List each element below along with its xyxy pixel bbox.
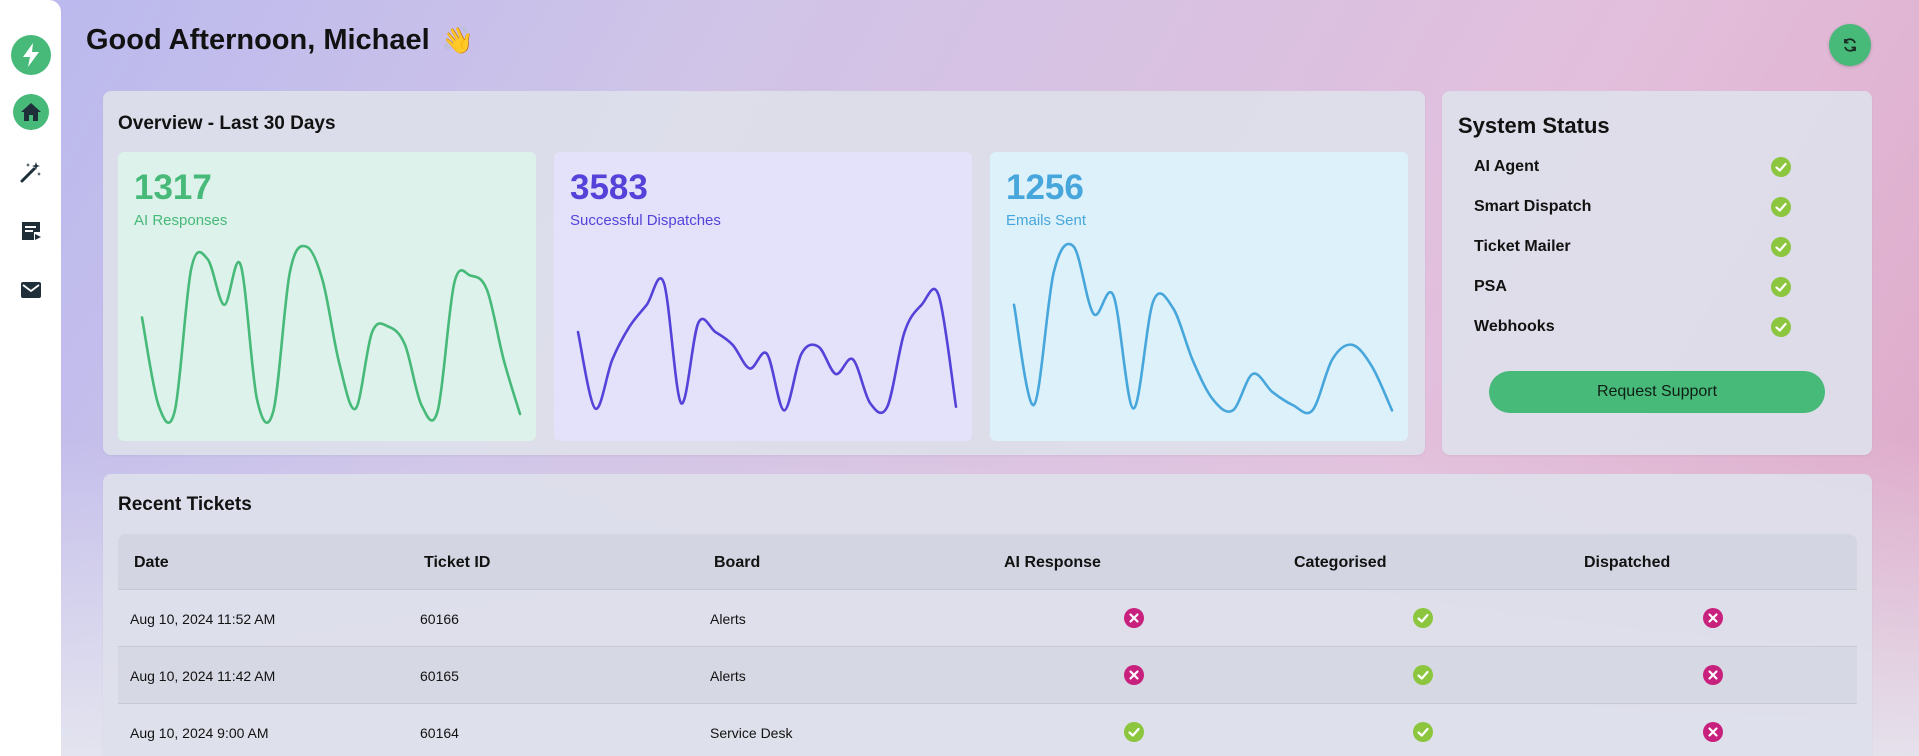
- status-indicator: [1771, 157, 1791, 182]
- sidebar-item-home[interactable]: [12, 94, 49, 130]
- column-header[interactable]: Ticket ID: [424, 554, 491, 571]
- status-indicator: [1771, 277, 1791, 302]
- cell-dispatched: [1703, 665, 1723, 690]
- cell-ai-response: [1124, 722, 1144, 747]
- series-line: [576, 277, 958, 415]
- cell-ticket-id[interactable]: 60164: [420, 725, 459, 741]
- check-circle-icon: [1413, 722, 1433, 742]
- status-indicator: [1771, 237, 1791, 262]
- ai-responses-chart: [140, 244, 522, 425]
- recent-tickets-title: Recent Tickets: [118, 494, 252, 515]
- cell-date: Aug 10, 2024 9:00 AM: [130, 725, 269, 741]
- column-header[interactable]: Categorised: [1294, 554, 1387, 571]
- sidebar: [0, 0, 61, 756]
- cell-ticket-id[interactable]: 60166: [420, 611, 459, 627]
- status-label: AI Agent: [1474, 158, 1540, 175]
- stat-card-ai-responses: 1317 AI Responses: [118, 152, 536, 441]
- refresh-button[interactable]: [1829, 24, 1871, 66]
- stat-label: Successful Dispatches: [570, 212, 721, 229]
- status-row: Ticket Mailer: [1474, 235, 1794, 259]
- series-line: [140, 244, 522, 425]
- column-header[interactable]: AI Response: [1004, 554, 1101, 571]
- check-circle-icon: [1771, 317, 1791, 337]
- ticket-list-icon: [21, 222, 41, 240]
- cell-categorised: [1413, 722, 1433, 747]
- emails-chart: [1012, 242, 1394, 415]
- cell-date: Aug 10, 2024 11:42 AM: [130, 668, 276, 684]
- greeting-text: Good Afternoon, Michael: [86, 24, 430, 56]
- column-header[interactable]: Date: [134, 554, 169, 571]
- status-label: Smart Dispatch: [1474, 198, 1592, 215]
- column-header[interactable]: Board: [714, 554, 761, 571]
- cell-dispatched: [1703, 722, 1723, 747]
- cell-ai-response: [1124, 665, 1144, 690]
- x-circle-icon: [1703, 608, 1723, 628]
- status-label: Webhooks: [1474, 318, 1555, 335]
- series-line: [1012, 242, 1394, 415]
- dispatches-chart: [576, 277, 958, 415]
- x-circle-icon: [1124, 608, 1144, 628]
- sidebar-item-magic[interactable]: [13, 154, 49, 190]
- home-icon: [20, 103, 41, 121]
- table-row[interactable]: Aug 10, 2024 11:42 AM 60165 Alerts: [118, 647, 1857, 704]
- sidebar-item-tickets[interactable]: [13, 213, 49, 249]
- cell-ai-response: [1124, 608, 1144, 633]
- sidebar-item-mail[interactable]: [13, 272, 49, 308]
- status-row: Smart Dispatch: [1474, 195, 1794, 219]
- check-circle-icon: [1413, 608, 1433, 628]
- system-status-title: System Status: [1458, 113, 1610, 138]
- recent-tickets-panel: Recent Tickets Date Ticket ID Board AI R…: [103, 474, 1872, 756]
- stat-value: 1317: [134, 168, 212, 207]
- status-row: PSA: [1474, 275, 1794, 299]
- status-row: Webhooks: [1474, 315, 1794, 339]
- wave-emoji: 👋: [441, 25, 475, 55]
- check-circle-icon: [1413, 665, 1433, 685]
- stat-label: Emails Sent: [1006, 212, 1087, 229]
- cell-categorised: [1413, 608, 1433, 633]
- check-circle-icon: [1771, 197, 1791, 217]
- check-circle-icon: [1771, 157, 1791, 177]
- x-circle-icon: [1124, 665, 1144, 685]
- bolt-logo-icon[interactable]: [10, 35, 51, 75]
- refresh-icon: [1844, 38, 1856, 52]
- request-support-button[interactable]: Request Support: [1489, 371, 1825, 413]
- check-circle-icon: [1771, 237, 1791, 257]
- stat-label: AI Responses: [134, 212, 228, 229]
- x-circle-icon: [1703, 722, 1723, 742]
- column-header[interactable]: Dispatched: [1584, 554, 1671, 571]
- cell-categorised: [1413, 665, 1433, 690]
- stat-card-dispatches: 3583 Successful Dispatches: [554, 152, 972, 441]
- overview-panel: Overview - Last 30 Days 1317 AI Response…: [103, 91, 1425, 455]
- stat-value: 1256: [1006, 168, 1084, 207]
- cell-board: Alerts: [710, 611, 746, 627]
- status-label: PSA: [1474, 278, 1507, 295]
- tickets-table: Date Ticket ID Board AI Response Categor…: [118, 534, 1857, 756]
- cell-board: Service Desk: [710, 725, 793, 741]
- table-header: Date Ticket ID Board AI Response Categor…: [118, 534, 1857, 590]
- cell-ticket-id[interactable]: 60165: [420, 668, 459, 684]
- mail-icon: [20, 282, 41, 298]
- status-indicator: [1771, 317, 1791, 342]
- x-circle-icon: [1703, 665, 1723, 685]
- table-row[interactable]: Aug 10, 2024 9:00 AM 60164 Service Desk: [118, 704, 1857, 756]
- stat-value: 3583: [570, 168, 648, 207]
- cell-board: Alerts: [710, 668, 746, 684]
- stat-card-emails: 1256 Emails Sent: [990, 152, 1408, 441]
- page-title: Good Afternoon, Michael 👋: [86, 24, 474, 57]
- overview-title: Overview - Last 30 Days: [118, 113, 336, 134]
- table-row[interactable]: Aug 10, 2024 11:52 AM 60166 Alerts: [118, 590, 1857, 647]
- status-label: Ticket Mailer: [1474, 238, 1571, 255]
- cell-date: Aug 10, 2024 11:52 AM: [130, 611, 276, 627]
- status-indicator: [1771, 197, 1791, 222]
- status-row: AI Agent: [1474, 155, 1794, 179]
- check-circle-icon: [1124, 722, 1144, 742]
- magic-wand-icon: [20, 162, 41, 183]
- system-status-panel: System Status AI Agent Smart Dispatch Tick…: [1442, 91, 1872, 455]
- cell-dispatched: [1703, 608, 1723, 633]
- check-circle-icon: [1771, 277, 1791, 297]
